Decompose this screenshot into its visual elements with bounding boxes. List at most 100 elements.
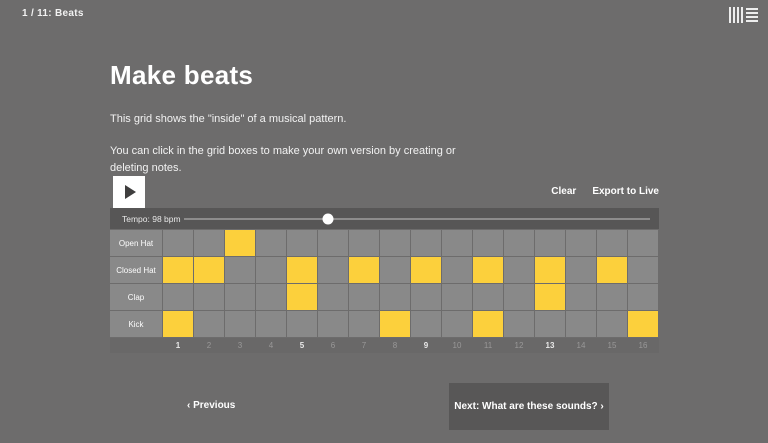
tempo-slider[interactable]	[184, 213, 650, 224]
row-label: Clap	[110, 284, 162, 310]
step-number-3: 3	[237, 341, 243, 350]
step-number-15: 15	[607, 341, 617, 350]
export-to-live-button[interactable]: Export to Live	[592, 186, 659, 197]
step-numbers: 1 2 3 4 5 6 7 8 9 10 11 12 13 14 15 16	[110, 338, 659, 353]
grid-cell-closed-hat-8[interactable]	[380, 257, 410, 283]
grid-cell-kick-9[interactable]	[411, 311, 441, 337]
grid-cell-clap-7[interactable]	[349, 284, 379, 310]
page-title: Make beats	[110, 60, 254, 90]
grid-cell-kick-11[interactable]	[473, 311, 503, 337]
grid-cell-closed-hat-16[interactable]	[628, 257, 658, 283]
grid-cell-closed-hat-5[interactable]	[287, 257, 317, 283]
grid-cell-kick-1[interactable]	[163, 311, 193, 337]
grid-cell-kick-6[interactable]	[318, 311, 348, 337]
ableton-logo[interactable]	[729, 7, 758, 23]
step-number-9: 9	[423, 341, 429, 350]
grid-cell-closed-hat-1[interactable]	[163, 257, 193, 283]
grid-cell-open-hat-3[interactable]	[225, 230, 255, 256]
grid-cell-closed-hat-4[interactable]	[256, 257, 286, 283]
grid-cell-closed-hat-12[interactable]	[504, 257, 534, 283]
grid-cell-kick-3[interactable]	[225, 311, 255, 337]
grid-cell-open-hat-9[interactable]	[411, 230, 441, 256]
grid-cell-clap-8[interactable]	[380, 284, 410, 310]
grid-cell-kick-4[interactable]	[256, 311, 286, 337]
grid-cell-clap-13[interactable]	[535, 284, 565, 310]
grid-cell-clap-10[interactable]	[442, 284, 472, 310]
row-label: Kick	[110, 311, 162, 337]
row-label: Closed Hat	[110, 257, 162, 283]
grid-cell-open-hat-14[interactable]	[566, 230, 596, 256]
grid-cell-clap-4[interactable]	[256, 284, 286, 310]
grid-cell-open-hat-15[interactable]	[597, 230, 627, 256]
step-number-13: 13	[545, 341, 555, 350]
grid-cell-clap-16[interactable]	[628, 284, 658, 310]
grid-cell-open-hat-12[interactable]	[504, 230, 534, 256]
logo-horizontal-bars-icon	[746, 8, 758, 22]
grid-cell-clap-3[interactable]	[225, 284, 255, 310]
grid-row: Closed Hat	[110, 257, 659, 283]
step-number-14: 14	[576, 341, 586, 350]
grid-cell-closed-hat-3[interactable]	[225, 257, 255, 283]
grid-cell-kick-8[interactable]	[380, 311, 410, 337]
lesson-content: Make beats This grid shows the "inside" …	[110, 0, 658, 177]
grid-cell-open-hat-7[interactable]	[349, 230, 379, 256]
grid-cell-kick-5[interactable]	[287, 311, 317, 337]
step-number-12: 12	[514, 341, 524, 350]
grid-cell-closed-hat-14[interactable]	[566, 257, 596, 283]
grid-cell-closed-hat-11[interactable]	[473, 257, 503, 283]
grid-cell-kick-2[interactable]	[194, 311, 224, 337]
grid-cell-closed-hat-9[interactable]	[411, 257, 441, 283]
clear-button[interactable]: Clear	[551, 186, 577, 197]
grid-cell-open-hat-10[interactable]	[442, 230, 472, 256]
grid-cell-open-hat-13[interactable]	[535, 230, 565, 256]
previous-link[interactable]: ‹ Previous	[187, 400, 236, 411]
tempo-slider-handle[interactable]	[322, 213, 334, 224]
grid-cell-kick-7[interactable]	[349, 311, 379, 337]
grid-cell-clap-12[interactable]	[504, 284, 534, 310]
grid-cell-clap-9[interactable]	[411, 284, 441, 310]
step-number-7: 7	[361, 341, 367, 350]
grid-row: Open Hat	[110, 230, 659, 256]
grid-cell-open-hat-16[interactable]	[628, 230, 658, 256]
logo-vertical-bars-icon	[729, 7, 743, 23]
instruction-paragraph: You can click in the grid boxes to make …	[110, 145, 456, 175]
grid-cell-kick-14[interactable]	[566, 311, 596, 337]
grid-cell-open-hat-1[interactable]	[163, 230, 193, 256]
grid-row: Clap	[110, 284, 659, 310]
step-number-16: 16	[638, 341, 648, 350]
grid-cell-clap-15[interactable]	[597, 284, 627, 310]
intro-paragraph: This grid shows the "inside" of a musica…	[110, 113, 347, 125]
step-number-6: 6	[330, 341, 336, 350]
grid-cell-closed-hat-10[interactable]	[442, 257, 472, 283]
grid-cell-closed-hat-6[interactable]	[318, 257, 348, 283]
grid-cell-clap-5[interactable]	[287, 284, 317, 310]
play-button[interactable]	[113, 176, 145, 208]
grid-cell-open-hat-5[interactable]	[287, 230, 317, 256]
tempo-bar: Tempo: 98 bpm	[110, 208, 659, 229]
grid-cell-clap-6[interactable]	[318, 284, 348, 310]
row-label: Open Hat	[110, 230, 162, 256]
grid-cell-clap-2[interactable]	[194, 284, 224, 310]
lesson-progress: 1 / 11: Beats	[22, 8, 84, 19]
grid-cell-closed-hat-15[interactable]	[597, 257, 627, 283]
grid-cell-open-hat-11[interactable]	[473, 230, 503, 256]
step-number-4: 4	[268, 341, 274, 350]
grid-cell-clap-14[interactable]	[566, 284, 596, 310]
grid-cell-kick-10[interactable]	[442, 311, 472, 337]
next-button[interactable]: Next: What are these sounds? ›	[449, 383, 609, 430]
grid-cell-closed-hat-7[interactable]	[349, 257, 379, 283]
grid-cell-open-hat-2[interactable]	[194, 230, 224, 256]
grid-cell-kick-15[interactable]	[597, 311, 627, 337]
grid-cell-kick-16[interactable]	[628, 311, 658, 337]
grid-cell-clap-11[interactable]	[473, 284, 503, 310]
beat-sequencer: Clear Export to Live Tempo: 98 bpm Open …	[110, 176, 659, 353]
grid-cell-open-hat-8[interactable]	[380, 230, 410, 256]
grid-cell-closed-hat-2[interactable]	[194, 257, 224, 283]
grid-cell-kick-13[interactable]	[535, 311, 565, 337]
grid-cell-open-hat-4[interactable]	[256, 230, 286, 256]
step-number-11: 11	[483, 341, 493, 350]
grid-cell-closed-hat-13[interactable]	[535, 257, 565, 283]
grid-cell-clap-1[interactable]	[163, 284, 193, 310]
grid-cell-open-hat-6[interactable]	[318, 230, 348, 256]
grid-cell-kick-12[interactable]	[504, 311, 534, 337]
